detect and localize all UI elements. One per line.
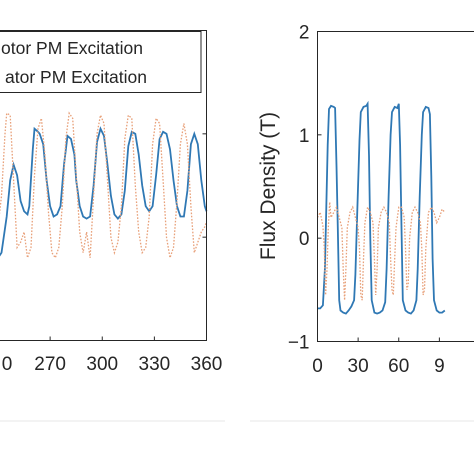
- right-y-axis-label: Flux Density (T): [257, 112, 280, 260]
- right-x-tick-label: 60: [388, 356, 409, 377]
- legend-label-rotor: otor PM Excitation: [1, 38, 143, 58]
- right-x-tick-labels: 0 30 60 9: [312, 356, 444, 377]
- right-x-tick-label: 30: [348, 356, 369, 377]
- left-series-line-0: [0, 126, 208, 257]
- right-plot-frame: [317, 31, 474, 342]
- right-tick-marks: [317, 31, 440, 342]
- left-x-tick-label: 270: [34, 354, 66, 375]
- right-x-tick-label: 0: [312, 356, 323, 377]
- left-series-line-1: [0, 111, 208, 260]
- right-y-tick-label: 2: [299, 23, 310, 44]
- left-x-tick-label: 330: [139, 354, 171, 375]
- left-series: [0, 111, 208, 260]
- right-series-line-1: [316, 201, 446, 301]
- right-y-tick-label: −1: [288, 333, 310, 354]
- legend-box: [0, 31, 202, 93]
- right-y-tick-label: 1: [299, 126, 310, 147]
- right-series-line-0: [317, 100, 446, 315]
- right-series: [316, 100, 446, 315]
- legend: otor PM Excitation ator PM Excitation: [0, 31, 202, 93]
- right-y-tick-label: 0: [299, 229, 310, 250]
- left-plot-frame: [0, 30, 207, 341]
- bottom-separator-right: [250, 420, 474, 422]
- legend-label-stator: ator PM Excitation: [5, 67, 147, 87]
- left-x-tick-label: 300: [86, 354, 118, 375]
- left-x-tick-label: 0: [2, 354, 13, 375]
- right-x-tick-label: 9: [434, 356, 445, 377]
- left-x-tick-labels: 0 270 300 330 360: [2, 354, 223, 375]
- bottom-separator-left: [0, 420, 225, 422]
- left-x-tick-label: 360: [191, 354, 223, 375]
- right-y-tick-labels: −1 0 1 2: [288, 23, 310, 354]
- left-chart: 0 270 300 330 360 otor PM Excitation ator PM…: [0, 30, 223, 375]
